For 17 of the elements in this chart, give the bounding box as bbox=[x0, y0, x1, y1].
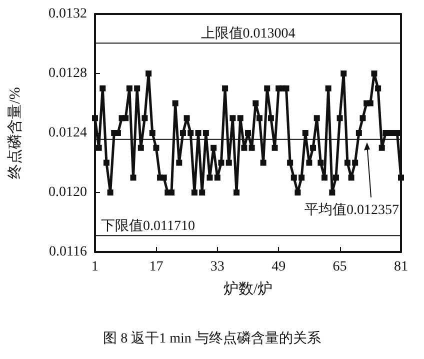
x-tick-label: 1 bbox=[92, 260, 98, 274]
x-tick-label: 17 bbox=[149, 260, 164, 274]
x-tick-label: 49 bbox=[272, 260, 286, 274]
y-axis-title: 终点磷含量/% bbox=[6, 87, 24, 179]
y-tick-label: 0.0120 bbox=[48, 185, 87, 200]
y-tick-label: 0.0116 bbox=[49, 244, 87, 260]
ref-line-label: 下限值0.011710 bbox=[101, 218, 195, 234]
ref-line-label: 平均值0.012357 bbox=[304, 202, 399, 218]
y-tick-label: 0.0128 bbox=[48, 66, 87, 81]
y-tick-label: 0.0124 bbox=[48, 126, 87, 140]
x-tick-label: 65 bbox=[332, 260, 347, 274]
x-tick-label: 81 bbox=[394, 260, 408, 274]
y-tick-label: 0.0132 bbox=[48, 6, 87, 22]
x-axis-title: 炉数/炉 bbox=[223, 280, 273, 298]
x-tick-label: 33 bbox=[210, 260, 224, 274]
text: 图 8 返干1 min 与终点磷含量的关系 bbox=[103, 330, 321, 346]
ref-line-label: 上限值0.013004 bbox=[200, 26, 296, 42]
